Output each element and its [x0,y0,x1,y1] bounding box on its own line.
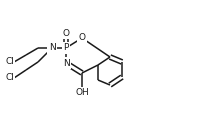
Text: O: O [62,29,70,38]
Text: Cl: Cl [5,73,14,83]
Text: N: N [63,58,69,68]
Text: OH: OH [75,88,89,97]
Text: O: O [78,34,86,42]
Text: N: N [49,44,55,53]
Text: Cl: Cl [5,57,14,67]
Text: P: P [63,44,69,53]
